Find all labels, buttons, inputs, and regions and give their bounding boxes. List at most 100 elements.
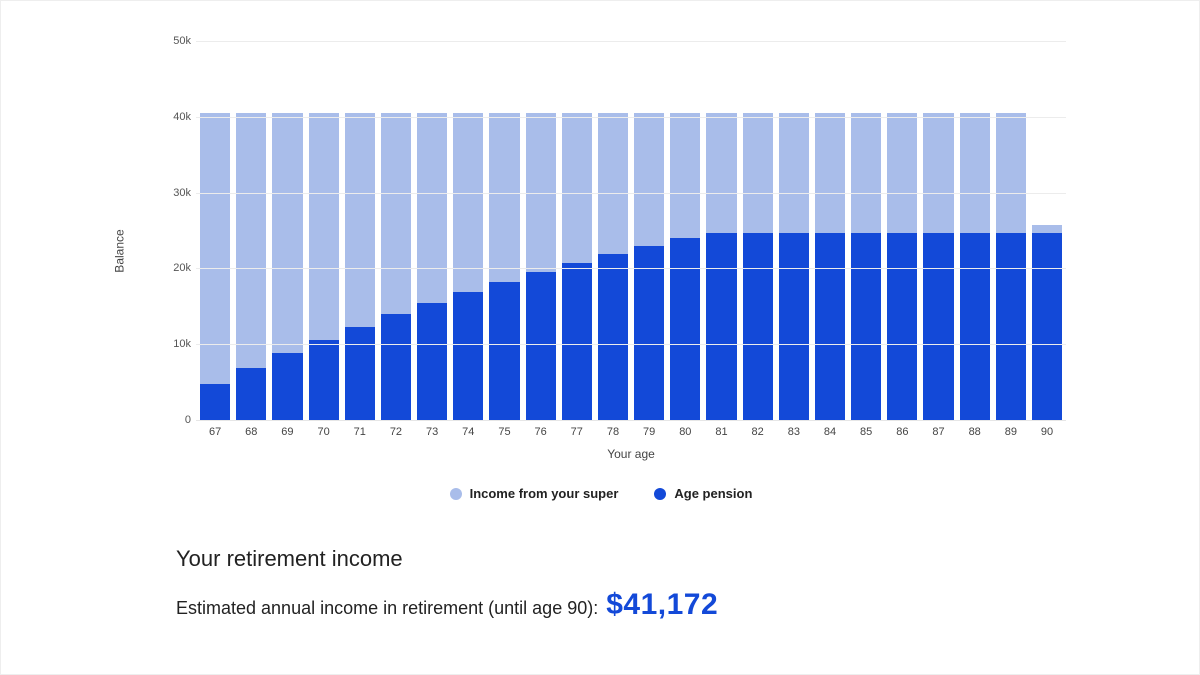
bar-segment-income-super — [562, 113, 592, 263]
bar-segment-income-super — [272, 113, 302, 353]
bar-segment-income-super — [381, 113, 411, 314]
y-axis-tick: 40k — [161, 111, 191, 123]
x-axis-tick: 76 — [535, 426, 547, 438]
bar-segment-age-pension — [236, 368, 266, 420]
summary-line: Estimated annual income in retirement (u… — [176, 588, 1056, 622]
chart-bar: 75 — [489, 41, 519, 420]
chart-bar: 70 — [309, 41, 339, 420]
chart-bar: 83 — [779, 41, 809, 420]
chart-gridline — [196, 193, 1066, 194]
chart-bar: 72 — [381, 41, 411, 420]
chart-bar: 87 — [923, 41, 953, 420]
bar-segment-age-pension — [381, 314, 411, 420]
x-axis-tick: 90 — [1041, 426, 1053, 438]
x-axis-tick: 68 — [245, 426, 257, 438]
bar-segment-age-pension — [743, 233, 773, 420]
bar-segment-age-pension — [272, 353, 302, 420]
bar-segment-age-pension — [851, 233, 881, 420]
bar-segment-income-super — [236, 113, 266, 368]
bar-segment-age-pension — [489, 282, 519, 420]
legend-swatch-icon — [654, 488, 666, 500]
legend-swatch-icon — [450, 488, 462, 500]
bar-segment-age-pension — [598, 254, 628, 420]
y-axis-label: Balance — [112, 229, 126, 272]
x-axis-tick: 75 — [498, 426, 510, 438]
bar-segment-age-pension — [779, 233, 809, 420]
chart-bar: 77 — [562, 41, 592, 420]
summary-section: Your retirement income Estimated annual … — [176, 546, 1056, 622]
y-axis-tick: 20k — [161, 262, 191, 274]
bar-segment-age-pension — [309, 340, 339, 420]
chart-bar: 78 — [598, 41, 628, 420]
chart-bar: 86 — [887, 41, 917, 420]
bar-segment-age-pension — [526, 272, 556, 420]
bar-segment-income-super — [1032, 225, 1062, 233]
chart-gridline — [196, 41, 1066, 42]
x-axis-tick: 80 — [679, 426, 691, 438]
bar-segment-income-super — [309, 113, 339, 340]
bar-segment-income-super — [851, 113, 881, 233]
chart-gridline — [196, 117, 1066, 118]
bar-segment-income-super — [887, 113, 917, 233]
x-axis-tick: 82 — [752, 426, 764, 438]
chart-bar: 73 — [417, 41, 447, 420]
x-axis-tick: 87 — [932, 426, 944, 438]
chart-bars: 6768697071727374757677787980818283848586… — [196, 41, 1066, 420]
bar-segment-age-pension — [1032, 233, 1062, 420]
chart-bar: 88 — [960, 41, 990, 420]
chart-bar: 89 — [996, 41, 1026, 420]
bar-segment-age-pension — [417, 303, 447, 420]
bar-segment-income-super — [200, 113, 230, 384]
chart-bar: 82 — [743, 41, 773, 420]
x-axis-tick: 86 — [896, 426, 908, 438]
bar-segment-age-pension — [200, 384, 230, 420]
summary-value: $41,172 — [606, 588, 718, 622]
bar-segment-age-pension — [670, 238, 700, 420]
bar-segment-income-super — [345, 113, 375, 327]
retirement-income-chart: Balance 67686970717273747576777879808182… — [151, 41, 1081, 461]
chart-bar: 79 — [634, 41, 664, 420]
x-axis-tick: 83 — [788, 426, 800, 438]
x-axis-tick: 88 — [969, 426, 981, 438]
chart-bar: 81 — [706, 41, 736, 420]
bar-segment-income-super — [996, 113, 1026, 233]
x-axis-tick: 69 — [281, 426, 293, 438]
chart-bar: 84 — [815, 41, 845, 420]
chart-bar: 76 — [526, 41, 556, 420]
bar-segment-income-super — [743, 113, 773, 233]
x-axis-tick: 74 — [462, 426, 474, 438]
bar-segment-income-super — [489, 113, 519, 282]
chart-gridline — [196, 344, 1066, 345]
chart-bar: 74 — [453, 41, 483, 420]
bar-segment-age-pension — [923, 233, 953, 420]
x-axis-label: Your age — [196, 447, 1066, 461]
bar-segment-age-pension — [345, 327, 375, 420]
chart-bar: 85 — [851, 41, 881, 420]
chart-bar: 80 — [670, 41, 700, 420]
x-axis-tick: 71 — [354, 426, 366, 438]
bar-segment-age-pension — [887, 233, 917, 420]
y-axis-tick: 50k — [161, 35, 191, 47]
bar-segment-income-super — [706, 113, 736, 233]
y-axis-tick: 10k — [161, 338, 191, 350]
bar-segment-income-super — [417, 113, 447, 303]
bar-segment-age-pension — [453, 292, 483, 420]
x-axis-tick: 67 — [209, 426, 221, 438]
legend-item-age-pension: Age pension — [654, 486, 752, 501]
bar-segment-income-super — [634, 113, 664, 246]
x-axis-tick: 84 — [824, 426, 836, 438]
chart-bar: 69 — [272, 41, 302, 420]
x-axis-tick: 85 — [860, 426, 872, 438]
bar-segment-income-super — [598, 113, 628, 254]
x-axis-tick: 79 — [643, 426, 655, 438]
summary-line-prefix: Estimated annual income in retirement (u… — [176, 598, 598, 619]
summary-title: Your retirement income — [176, 546, 1056, 572]
x-axis-tick: 89 — [1005, 426, 1017, 438]
retirement-income-panel: Balance 67686970717273747576777879808182… — [0, 0, 1200, 675]
chart-plot-area: 6768697071727374757677787980818283848586… — [196, 41, 1066, 421]
chart-bar: 90 — [1032, 41, 1062, 420]
bar-segment-age-pension — [960, 233, 990, 420]
chart-legend: Income from your super Age pension — [1, 486, 1200, 501]
x-axis-tick: 70 — [317, 426, 329, 438]
x-axis-tick: 77 — [571, 426, 583, 438]
